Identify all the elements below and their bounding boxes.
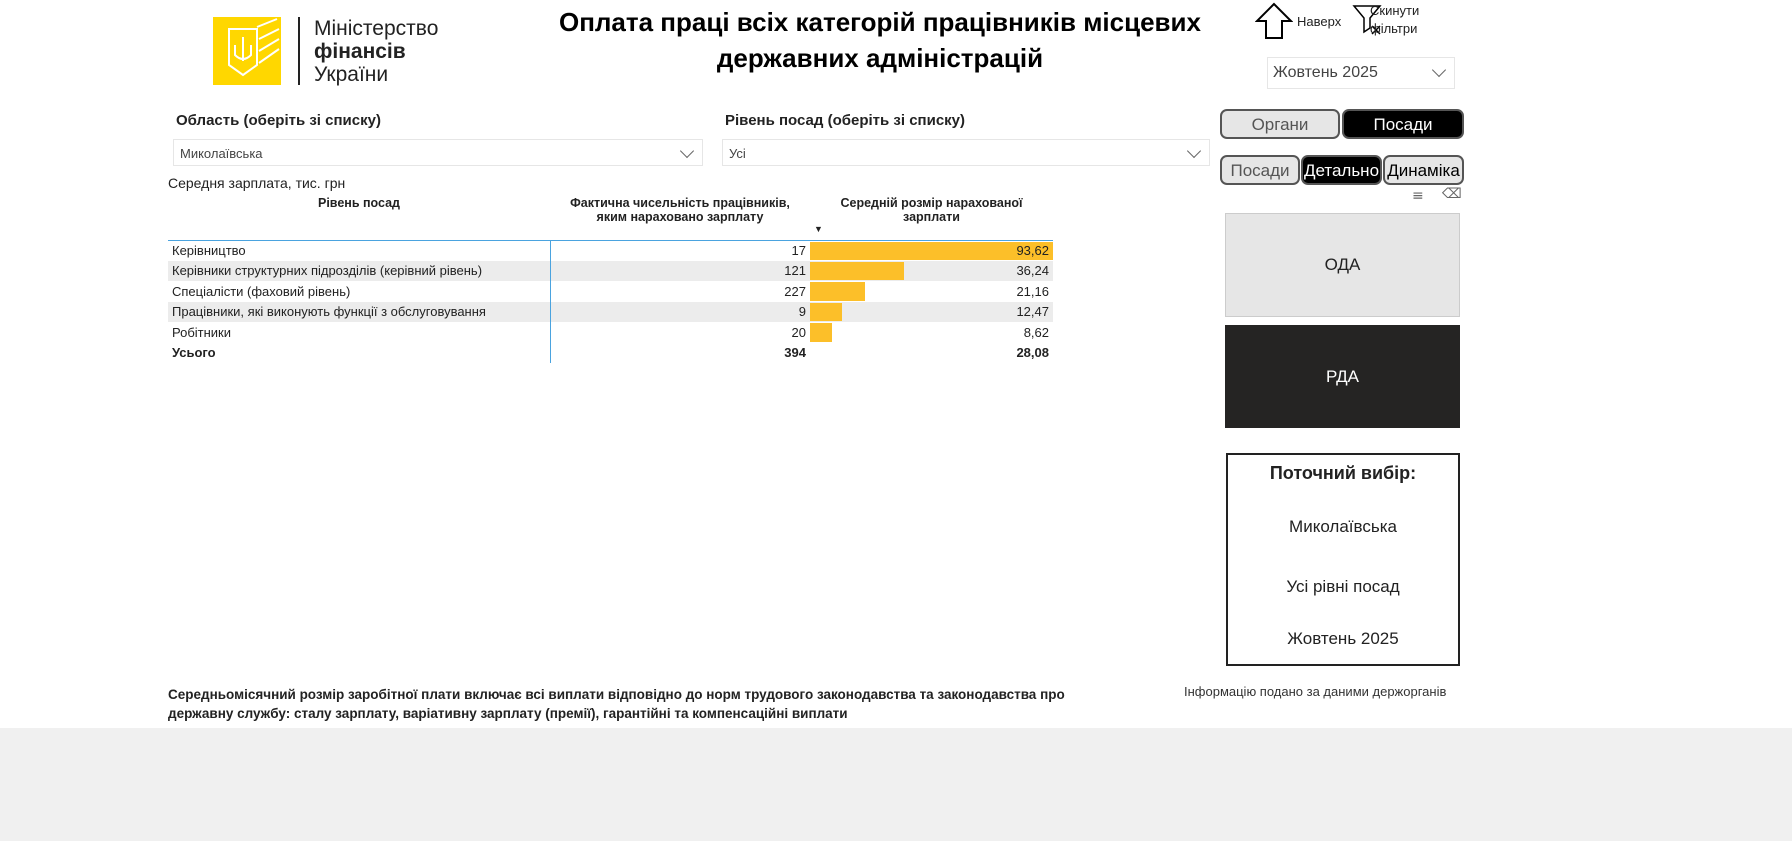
logo-text-3: України bbox=[314, 63, 389, 86]
avg-bar bbox=[810, 323, 833, 342]
avg-value: 28,08 bbox=[1016, 345, 1049, 361]
level-label: Рівень посад (оберіть зі списку) bbox=[725, 112, 966, 129]
region-dropdown[interactable]: Миколаївська bbox=[173, 139, 703, 166]
logo-text-2: фінансів bbox=[314, 40, 406, 63]
avg-value: 8,62 bbox=[1023, 324, 1049, 340]
cell-level: Робітники bbox=[172, 324, 232, 340]
reset-filters-button[interactable]: Скинути фільтри bbox=[1370, 3, 1420, 36]
table-row[interactable]: Керівники структурних підрозділів (керів… bbox=[168, 260, 1053, 281]
cell-level: Працівники, які виконують функції з обсл… bbox=[168, 301, 550, 322]
avg-bar bbox=[810, 241, 1053, 260]
up-arrow-icon[interactable] bbox=[1254, 2, 1295, 40]
rda-button[interactable]: РДА bbox=[1225, 325, 1460, 428]
level-value: Усі bbox=[729, 146, 746, 161]
cell-avg: 93,62 bbox=[810, 240, 1053, 261]
header-level[interactable]: Рівень посад bbox=[317, 196, 400, 210]
current-selection-card: Поточний вибір: Миколаївська Усі рівні п… bbox=[1226, 453, 1460, 666]
cell-avg: 36,24 bbox=[810, 260, 1053, 281]
avg-value: 36,24 bbox=[1016, 263, 1049, 279]
total-row[interactable]: Усього 394 28,08 bbox=[168, 342, 1053, 364]
eraser-icon[interactable]: ⌫ bbox=[1442, 186, 1462, 202]
filter-icon[interactable]: ≡ bbox=[1412, 188, 1424, 204]
source-note: Інформацію подано за даними держорганів bbox=[1184, 684, 1447, 699]
avg-bar bbox=[810, 302, 843, 321]
current-title: Поточний вибір: bbox=[1269, 463, 1417, 483]
level-dropdown[interactable]: Усі bbox=[722, 139, 1210, 166]
cell-count: 394 bbox=[549, 342, 810, 363]
table-row[interactable]: Робітники 20 8,62 bbox=[168, 322, 1053, 343]
salary-table: Рівень посад Фактична чисельність праців… bbox=[168, 196, 1053, 363]
page-title: Оплата праці всіх категорій працівників … bbox=[558, 7, 1201, 73]
chevron-down-icon bbox=[1431, 62, 1447, 78]
ministry-logo bbox=[213, 17, 281, 85]
tab-detail[interactable]: Детально bbox=[1301, 155, 1382, 185]
current-period: Жовтень 2025 bbox=[1287, 629, 1399, 648]
cell-count: 227 bbox=[549, 281, 810, 302]
footer-note: Середньомісячний розмір заробітної плати… bbox=[168, 687, 1065, 721]
tab-posady[interactable]: Посади bbox=[1220, 155, 1300, 185]
clear-filter-icon[interactable] bbox=[1352, 4, 1386, 36]
cell-avg: 21,16 bbox=[810, 281, 1053, 302]
cell-level: Спеціалісти (фаховий рівень) bbox=[172, 283, 351, 299]
table-row[interactable]: Керівництво 17 93,62 bbox=[168, 240, 1053, 261]
cell-avg: 12,47 bbox=[810, 301, 1053, 322]
cell-level: Керівництво bbox=[172, 243, 246, 258]
organs-toggle[interactable]: Органи bbox=[1220, 109, 1340, 139]
table-row[interactable]: Спеціалісти (фаховий рівень) 227 21,16 bbox=[168, 281, 1053, 302]
header-count[interactable]: Фактична чисельність працівників, яким н… bbox=[570, 196, 790, 224]
chevron-down-icon bbox=[1186, 143, 1202, 159]
cell-avg: 28,08 bbox=[810, 343, 1053, 364]
avg-value: 12,47 bbox=[1016, 304, 1049, 320]
region-value: Миколаївська bbox=[180, 146, 263, 161]
cell-count: 121 bbox=[549, 260, 810, 281]
logo-divider bbox=[298, 17, 300, 85]
period-value: Жовтень 2025 bbox=[1273, 64, 1378, 81]
avg-bar bbox=[810, 261, 905, 280]
table-caption: Середня зарплата, тис. грн bbox=[168, 175, 346, 191]
avg-value: 21,16 bbox=[1016, 283, 1049, 299]
bottom-bar bbox=[0, 728, 1792, 841]
cell-count: 9 bbox=[549, 301, 810, 322]
current-level: Усі рівні посад bbox=[1286, 577, 1400, 596]
posady-toggle[interactable]: Посади bbox=[1342, 109, 1464, 139]
cell-avg: 8,62 bbox=[810, 322, 1053, 343]
region-label: Область (оберіть зі списку) bbox=[176, 112, 381, 129]
header-avg[interactable]: Середній розмір нарахованої зарплати ▼ bbox=[810, 196, 1053, 240]
up-button[interactable]: Наверх bbox=[1297, 14, 1342, 29]
cell-level: Усього bbox=[172, 345, 216, 361]
sort-desc-icon: ▼ bbox=[814, 224, 823, 234]
avg-bar bbox=[810, 282, 865, 301]
period-dropdown[interactable]: Жовтень 2025 bbox=[1267, 57, 1455, 89]
oda-button[interactable]: ОДА bbox=[1225, 213, 1460, 317]
cell-level: Керівники структурних підрозділів (керів… bbox=[168, 260, 550, 281]
avg-value: 93,62 bbox=[1016, 243, 1049, 258]
tab-dynamics[interactable]: Динаміка bbox=[1383, 155, 1464, 185]
cell-count: 20 bbox=[549, 322, 810, 343]
cell-count: 17 bbox=[549, 240, 810, 261]
table-row[interactable]: Працівники, які виконують функції з обсл… bbox=[168, 301, 1053, 322]
chevron-down-icon bbox=[679, 143, 695, 159]
logo-text-1: Міністерство bbox=[314, 17, 439, 40]
current-region: Миколаївська bbox=[1289, 517, 1397, 536]
